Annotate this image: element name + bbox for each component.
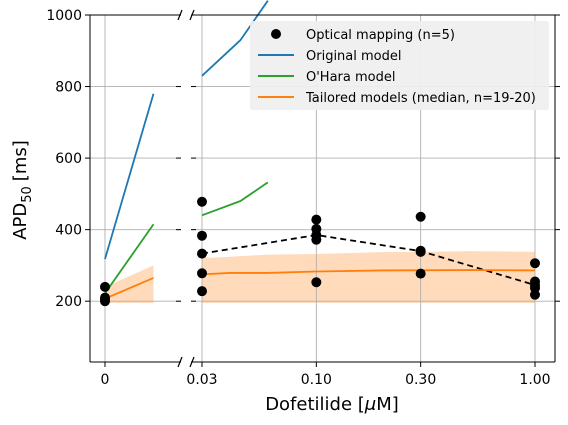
data-point-17 xyxy=(415,268,426,279)
data-point-7 xyxy=(197,268,207,279)
data-point-0 xyxy=(100,281,110,292)
axis-break-gap xyxy=(181,21,191,356)
axis-break-mark-a-1 xyxy=(177,356,183,368)
x-axis-label-main: Dofetilide [ xyxy=(265,394,365,415)
points-layer xyxy=(100,196,540,307)
legend-label-3: Tailored models (median, n=19-20) xyxy=(305,91,536,106)
y-axis-label-main: APD xyxy=(10,203,31,240)
y-tick-label-3: 800 xyxy=(55,80,82,96)
data-point-18 xyxy=(530,258,540,269)
frame-layer xyxy=(89,9,556,368)
data-point-5 xyxy=(197,230,207,241)
data-point-14 xyxy=(415,211,426,222)
axis-break-mask-bottom xyxy=(181,356,191,368)
x-tick-label-3: 0.30 xyxy=(405,372,436,388)
data-point-13 xyxy=(311,277,322,288)
data-point-4 xyxy=(197,196,207,207)
band-layer xyxy=(105,251,535,303)
data-point-16 xyxy=(415,246,426,257)
x-tick-label-1: 0.03 xyxy=(186,372,217,388)
x-tick-label-2: 0.10 xyxy=(301,372,332,388)
y-axis-label-unit: [ms] xyxy=(10,140,31,181)
series-line-3-1 xyxy=(201,181,269,217)
data-point-12 xyxy=(311,234,322,245)
legend: Optical mapping (n=5) Original model O'Har… xyxy=(250,21,549,110)
x-axis-label: Dofetilide [μM] xyxy=(265,394,399,415)
series-line-4-1 xyxy=(201,269,536,276)
legend-label-2: O'Hara model xyxy=(306,70,395,85)
series-layer xyxy=(104,0,536,300)
y-tick-label-0: 200 xyxy=(55,294,82,310)
series-line-1-1 xyxy=(201,234,536,286)
legend-box xyxy=(250,21,549,110)
x-axis-label-rest: M] xyxy=(376,394,399,415)
data-point-9 xyxy=(311,214,322,225)
series-line-2-0 xyxy=(104,93,155,260)
axis-break-mask-top xyxy=(181,9,191,21)
axis-break-mark-b-1 xyxy=(189,356,195,368)
x-tick-label-4: 1.00 xyxy=(519,372,550,388)
data-point-6 xyxy=(197,248,207,259)
tick-layer: 200 400 600 800 1000 0 0.03 0.10 0.30 1.00 xyxy=(46,8,560,388)
series-line-3-0 xyxy=(104,223,155,294)
y-axis-label: APD50 [ms] xyxy=(10,140,35,240)
x-axis-label-mu: μ xyxy=(364,394,376,415)
y-tick-label-2: 600 xyxy=(55,151,82,167)
series-line-2-1 xyxy=(201,0,269,77)
legend-label-0: Optical mapping (n=5) xyxy=(306,28,455,43)
legend-marker-0 xyxy=(271,29,281,39)
data-point-22 xyxy=(530,289,540,300)
data-point-8 xyxy=(197,286,207,297)
x-tick-label-0: 0 xyxy=(101,372,110,388)
series-line-4-0 xyxy=(104,277,154,300)
legend-label-1: Original model xyxy=(306,49,401,64)
y-tick-label-1: 400 xyxy=(55,223,82,239)
y-axis-label-sub: 50 xyxy=(20,186,35,203)
data-point-3 xyxy=(100,296,110,307)
y-tick-label-4: 1000 xyxy=(46,8,82,24)
tailored-band-0-1 xyxy=(202,251,535,303)
